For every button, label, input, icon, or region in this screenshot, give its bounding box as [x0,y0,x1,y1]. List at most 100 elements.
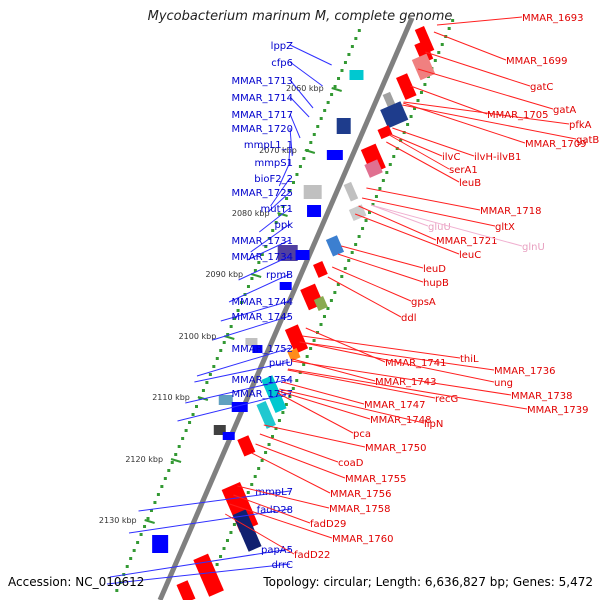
tick-label: 2070 kbp [259,146,297,155]
axis-dot [333,85,337,88]
feature-block [326,150,343,160]
axis-dot [136,541,140,544]
left-connector [220,300,291,322]
left-gene-label: MMAR_1720 [232,124,294,135]
axis-dot [388,163,392,166]
axis-dot [267,443,271,446]
left-connector [270,177,291,207]
axis-dot [340,275,344,278]
feature-block [348,204,367,222]
left-connector [185,378,291,404]
right-gene-label: MMAR_1693 [522,13,584,24]
axis-dot [330,93,334,96]
left-gene-label: MMAR_1717 [232,110,294,121]
right-gene-label: MMAR_1747 [364,400,426,411]
axis-dot [319,323,323,326]
axis-dot [316,125,320,128]
axis-dot [340,69,344,72]
axis-dot [170,461,174,464]
axis-dot [416,99,420,102]
axis-dot [347,259,351,262]
axis-dot [295,379,299,382]
axis-dot [281,411,285,414]
right-gene-label: MMAR_1758 [329,504,391,515]
feature-block [411,53,436,81]
axis-dot [440,43,444,46]
axis-dot [274,427,278,430]
axis-dot [229,531,233,534]
axis-dot [177,445,181,448]
axis-dot [233,317,237,320]
right-connector [302,335,461,359]
left-gene-label: MMAR_1754 [232,375,294,386]
feature-block [193,553,224,597]
left-connector [289,127,293,157]
left-gene-label: papA5 [261,545,293,556]
axis-dot [374,195,378,198]
axis-dot [357,29,361,32]
axis-dot [260,459,264,462]
axis-dot [222,341,226,344]
axis-tick [277,212,288,217]
axis-dot [312,133,316,136]
axis-dot [343,267,347,270]
axis-dot [264,245,268,248]
right-connector [291,360,512,396]
left-gene-label: MMAR_1714 [232,93,294,104]
axis-dot [184,429,188,432]
left-connector [259,207,291,233]
right-gene-label: lipN [424,419,443,430]
trna-gene-label: glnU [522,242,545,253]
feature-block [349,70,364,80]
feature-block [222,432,235,440]
right-connector [251,452,331,494]
left-gene-label: MMAR_1734 [232,252,294,263]
axis-dot [433,59,437,62]
right-connector [425,51,531,87]
axis-tick [170,458,182,463]
right-connector [389,134,450,170]
left-gene-label: MMAR_1744 [232,297,294,308]
right-gene-label: gltX [495,222,515,233]
axis-dot [285,197,289,200]
axis-dot [191,413,195,416]
axis-dot [361,227,365,230]
right-connector [402,104,577,140]
right-connector [259,433,339,463]
right-gene-label: leuB [459,178,481,189]
axis-dot [399,139,403,142]
right-connector [403,101,570,125]
feature-block [287,348,301,362]
axis-dot [409,115,413,118]
axis-dot [160,485,164,488]
right-gene-label: gpsA [411,297,436,308]
right-connector [255,443,346,479]
right-gene-label: MMAR_1760 [332,534,394,545]
right-gene-label: MMAR_1699 [506,56,568,67]
axis-dot [246,491,250,494]
axis-tick [304,149,316,154]
left-gene-label: MMAR_1731 [232,236,294,247]
axis-dot [312,339,316,342]
axis-tick [224,335,235,340]
right-gene-label: leuC [459,250,481,261]
right-connector [327,276,402,318]
right-connector [299,341,495,371]
right-connector [433,31,507,61]
right-connector [417,68,554,110]
feature-block [377,125,393,140]
axis-dot [437,51,441,54]
left-gene-label: lppZ [271,41,293,52]
feature-block [414,26,435,54]
feature-block [284,324,309,354]
axis-dot [381,179,385,182]
feature-block [364,159,383,178]
right-connector [229,503,333,539]
right-connector [278,390,371,420]
left-gene-label: rpmB [266,270,293,281]
axis-dot [291,181,295,184]
axis-dot [305,355,309,358]
tick-label: 2060 kbp [286,84,324,93]
right-gene-label: MMAR_1721 [436,236,498,247]
left-gene-label: drrC [272,560,293,571]
